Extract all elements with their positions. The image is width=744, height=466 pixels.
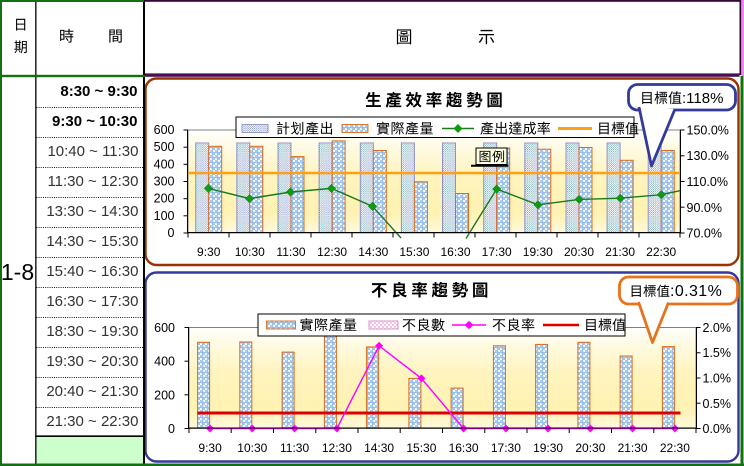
svg-text:16:30: 16:30	[449, 441, 479, 455]
svg-text:200: 200	[154, 192, 175, 206]
svg-text:110.0%: 110.0%	[687, 175, 728, 189]
svg-text::0.31%: :0.31%	[670, 283, 722, 300]
svg-text:18:30 ~ 19:30: 18:30 ~ 19:30	[46, 323, 138, 340]
svg-text:16:30: 16:30	[440, 245, 470, 259]
svg-text:21:30 ~ 22:30: 21:30 ~ 22:30	[46, 413, 138, 430]
svg-text:11:30: 11:30	[280, 441, 309, 455]
svg-text:20:30: 20:30	[575, 441, 605, 455]
svg-text:20:30: 20:30	[564, 245, 594, 259]
svg-text:0: 0	[168, 422, 175, 436]
svg-text:130.0%: 130.0%	[687, 149, 729, 163]
svg-text:0.0%: 0.0%	[703, 422, 732, 436]
svg-text:17:30: 17:30	[491, 441, 521, 455]
svg-text:8:30 ~ 9:30: 8:30 ~ 9:30	[60, 83, 137, 100]
svg-text:14:30: 14:30	[358, 245, 388, 259]
svg-text:10:40 ~ 11:30: 10:40 ~ 11:30	[47, 143, 138, 160]
svg-text:10:30: 10:30	[237, 441, 267, 455]
svg-text:13:30 ~ 14:30: 13:30 ~ 14:30	[46, 203, 138, 220]
svg-text:0.5%: 0.5%	[703, 397, 732, 411]
svg-text:0: 0	[168, 226, 175, 240]
svg-text:21:30: 21:30	[618, 441, 648, 455]
svg-text:10:30: 10:30	[235, 245, 265, 259]
svg-text:9:30 ~ 10:30: 9:30 ~ 10:30	[52, 113, 137, 130]
svg-text:15:40 ~ 16:30: 15:40 ~ 16:30	[46, 263, 138, 280]
svg-text:600: 600	[154, 321, 175, 335]
svg-text:70.0%: 70.0%	[687, 227, 722, 241]
svg-text:1.5%: 1.5%	[703, 346, 732, 360]
svg-text:600: 600	[154, 123, 175, 137]
svg-text:12:30: 12:30	[317, 245, 347, 259]
svg-text:90.0%: 90.0%	[687, 201, 722, 215]
svg-text:19:30: 19:30	[523, 245, 553, 259]
svg-text:21:30: 21:30	[605, 245, 635, 259]
svg-text:22:30: 22:30	[660, 441, 690, 455]
svg-text:1.0%: 1.0%	[703, 372, 732, 386]
svg-text:11:30 ~ 12:30: 11:30 ~ 12:30	[47, 173, 138, 190]
svg-text:2.0%: 2.0%	[703, 321, 732, 335]
svg-text:1-8: 1-8	[1, 259, 34, 285]
svg-text:200: 200	[154, 388, 175, 402]
svg-text::118%: :118%	[682, 90, 723, 107]
svg-text:400: 400	[154, 355, 175, 369]
svg-text:15:30: 15:30	[399, 245, 429, 259]
svg-text:15:30: 15:30	[406, 441, 436, 455]
svg-text:16:30 ~ 17:30: 16:30 ~ 17:30	[46, 293, 138, 310]
svg-text:12:30: 12:30	[322, 441, 352, 455]
svg-text:22:30: 22:30	[646, 245, 676, 259]
svg-text:9:30: 9:30	[197, 245, 221, 259]
svg-text:100: 100	[154, 209, 175, 223]
svg-text:19:30 ~ 20:30: 19:30 ~ 20:30	[46, 353, 138, 370]
svg-text:19:30: 19:30	[533, 441, 563, 455]
svg-text:150.0%: 150.0%	[687, 124, 729, 138]
svg-text:17:30: 17:30	[482, 245, 512, 259]
svg-text:20:40 ~ 21:30: 20:40 ~ 21:30	[46, 383, 138, 400]
svg-text:9:30: 9:30	[198, 441, 222, 455]
svg-text:14:30 ~ 15:30: 14:30 ~ 15:30	[46, 233, 138, 250]
svg-text:300: 300	[154, 175, 175, 189]
svg-text:14:30: 14:30	[364, 441, 394, 455]
svg-text:400: 400	[154, 157, 175, 171]
svg-text:500: 500	[154, 140, 175, 154]
svg-text:11:30: 11:30	[276, 245, 305, 259]
